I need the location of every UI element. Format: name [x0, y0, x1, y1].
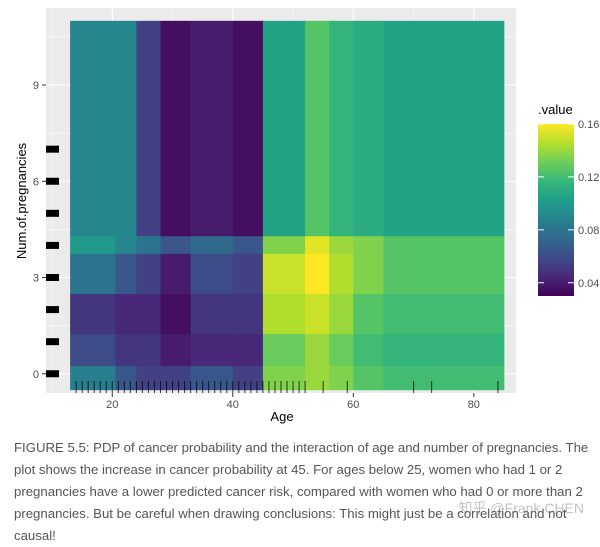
pdp-heatmap-chart: .value Age Num.of.pregnancies 20 40 60 80 0 3…	[14, 8, 599, 424]
rug-mark-y	[46, 241, 59, 249]
legend-colorbar	[538, 124, 574, 296]
x-tick-label: 60	[347, 399, 359, 411]
heatmap-cells	[70, 20, 505, 391]
heatmap-cell	[262, 365, 306, 391]
heatmap-cell	[383, 293, 505, 335]
heatmap-cell	[353, 235, 384, 254]
rug-mark-y	[46, 209, 59, 217]
heatmap-cell	[190, 235, 234, 254]
heatmap-cell	[136, 20, 161, 237]
heatmap-cell	[383, 20, 505, 237]
heatmap-cell	[329, 293, 354, 335]
heatmap-cell	[160, 333, 192, 367]
heatmap-cell	[70, 333, 116, 367]
heatmap-cell	[329, 20, 354, 237]
heatmap-cell	[305, 293, 330, 335]
legend-tick-label: 0.04	[578, 278, 599, 290]
y-tick-label: 9	[33, 80, 39, 92]
rug-y	[46, 145, 59, 378]
rug-mark-y	[46, 145, 59, 153]
heatmap-cell	[262, 293, 306, 335]
rug-mark-y	[46, 177, 59, 185]
heatmap-cell	[136, 293, 161, 335]
watermark-text: 知乎 @Frank CHEN	[458, 500, 584, 516]
heatmap-cell	[70, 235, 116, 254]
heatmap-cell	[383, 235, 505, 254]
heatmap-cell	[262, 253, 306, 294]
heatmap-cell	[190, 293, 234, 335]
heatmap-cell	[115, 293, 137, 335]
heatmap-cell	[353, 365, 384, 391]
y-tick-label: 0	[33, 369, 39, 381]
heatmap-cell	[232, 365, 264, 391]
heatmap-cell	[305, 235, 330, 254]
heatmap-cell	[329, 235, 354, 254]
heatmap-cell	[353, 20, 384, 237]
heatmap-cell	[305, 365, 330, 391]
y-tick-label: 6	[33, 176, 39, 188]
heatmap-cell	[160, 20, 192, 237]
heatmap-cell	[160, 365, 192, 391]
heatmap-cell	[115, 333, 137, 367]
heatmap-cell	[353, 293, 384, 335]
heatmap-cell	[70, 293, 116, 335]
heatmap-cell	[232, 293, 264, 335]
x-axis-label: Age	[270, 409, 293, 424]
heatmap-cell	[136, 253, 161, 294]
heatmap-cell	[329, 365, 354, 391]
heatmap-cell	[115, 365, 137, 391]
heatmap-cell	[383, 333, 505, 367]
heatmap-cell	[160, 293, 192, 335]
heatmap-cell	[115, 20, 137, 237]
heatmap-cell	[136, 235, 161, 254]
legend-tick-label: 0.08	[578, 225, 599, 237]
heatmap-cell	[353, 253, 384, 294]
heatmap-cell	[70, 20, 116, 237]
rug-mark-y	[46, 338, 59, 346]
heatmap-cell	[329, 253, 354, 294]
rug-mark-y	[46, 274, 59, 281]
heatmap-cell	[305, 333, 330, 367]
heatmap-cell	[190, 333, 234, 367]
heatmap-cell	[232, 333, 264, 367]
x-tick-label: 80	[468, 399, 480, 411]
heatmap-cell	[160, 235, 192, 254]
x-tick-label: 40	[227, 399, 239, 411]
heatmap-cell	[262, 20, 306, 237]
heatmap-cell	[190, 365, 234, 391]
x-tick-label: 20	[106, 399, 118, 411]
rug-mark-y	[46, 306, 59, 314]
legend-title: .value	[538, 102, 573, 117]
figure-caption: FIGURE 5.5: PDP of cancer probability an…	[14, 440, 589, 543]
heatmap-cell	[115, 235, 137, 254]
legend-tick-label: 0.16	[578, 119, 599, 131]
heatmap-cell	[305, 20, 330, 237]
heatmap-cell	[190, 253, 234, 294]
heatmap-cell	[136, 333, 161, 367]
heatmap-cell	[383, 365, 505, 391]
heatmap-cell	[190, 20, 234, 237]
heatmap-cell	[70, 365, 116, 391]
axes: 20 40 60 80 0 3 6 9	[33, 80, 480, 411]
heatmap-cell	[232, 253, 264, 294]
y-tick-label: 3	[33, 273, 39, 285]
heatmap-cell	[232, 235, 264, 254]
heatmap-cell	[329, 333, 354, 367]
heatmap-cell	[305, 253, 330, 294]
heatmap-cell	[383, 253, 505, 294]
heatmap-cell	[160, 253, 192, 294]
rug-mark-y	[46, 370, 59, 378]
heatmap-cell	[70, 253, 116, 294]
heatmap-cell	[262, 333, 306, 367]
heatmap-cell	[262, 235, 306, 254]
heatmap-cell	[353, 333, 384, 367]
y-axis-label: Num.of.pregnancies	[14, 142, 29, 259]
legend-tick-label: 0.12	[578, 172, 599, 184]
heatmap-cell	[232, 20, 264, 237]
rug-x	[75, 381, 499, 393]
heatmap-cell	[115, 253, 137, 294]
